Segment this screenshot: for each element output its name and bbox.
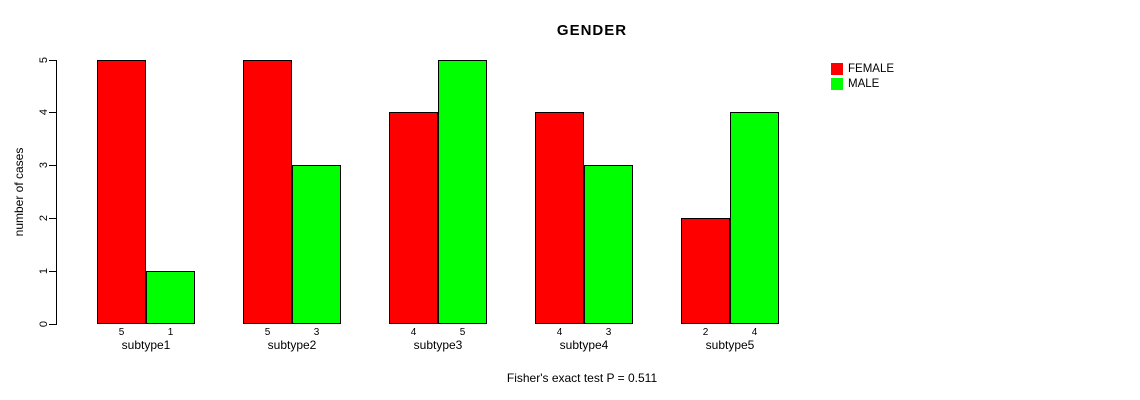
y-axis-tick-label: 3	[38, 162, 50, 169]
chart-title: GENDER	[556, 22, 628, 39]
bar-value-label: 4	[410, 327, 417, 338]
y-axis-tick-label: 2	[38, 215, 50, 222]
bar-male-subtype5	[730, 112, 779, 324]
y-axis-tick	[49, 59, 56, 61]
y-axis-tick-label: 0	[38, 320, 50, 328]
legend: FEMALE MALE	[831, 61, 894, 91]
legend-item-female: FEMALE	[831, 61, 894, 76]
y-axis-tick	[49, 271, 56, 273]
bar-value-label: 5	[118, 327, 125, 338]
bar-male-subtype3	[438, 59, 487, 324]
x-axis-category-label: subtype1	[121, 338, 171, 352]
y-axis-tick	[49, 324, 56, 325]
y-axis-tick-label: 1	[38, 268, 50, 275]
y-axis-tick-label: 5	[38, 56, 50, 63]
bar-value-label: 2	[702, 327, 709, 338]
x-axis-category-label: subtype3	[413, 338, 463, 352]
bar-value-label: 1	[167, 327, 174, 338]
bar-male-subtype4	[584, 165, 633, 324]
y-axis-tick	[49, 218, 56, 220]
y-axis-line	[56, 59, 57, 325]
y-axis-label: number of cases	[12, 147, 26, 237]
legend-item-male: MALE	[831, 76, 894, 91]
bar-female-subtype4	[535, 112, 584, 324]
legend-label: MALE	[848, 77, 880, 90]
bar-value-label: 4	[556, 327, 563, 338]
bar-male-subtype2	[292, 165, 341, 324]
x-axis-category-label: subtype5	[705, 338, 755, 352]
x-axis-category-label: subtype2	[267, 338, 317, 352]
y-axis-tick-label: 4	[38, 109, 50, 116]
legend-swatch-female	[831, 62, 843, 75]
bar-female-subtype2	[243, 59, 292, 324]
legend-label: FEMALE	[848, 62, 895, 75]
bar-value-label: 5	[264, 327, 271, 338]
bar-value-label: 3	[605, 327, 612, 338]
bar-value-label: 4	[751, 327, 758, 338]
y-axis-tick	[49, 112, 56, 114]
bar-value-label: 3	[313, 327, 320, 338]
bar-value-label: 5	[459, 327, 466, 338]
bar-female-subtype3	[389, 112, 438, 324]
bar-female-subtype5	[681, 218, 730, 324]
bar-male-subtype1	[146, 271, 195, 324]
bar-female-subtype1	[97, 59, 146, 324]
x-axis-category-label: subtype4	[559, 338, 609, 352]
y-axis-tick	[49, 165, 56, 167]
legend-swatch-male	[831, 77, 843, 90]
caption-fisher-test: Fisher's exact test P = 0.511	[506, 371, 658, 385]
